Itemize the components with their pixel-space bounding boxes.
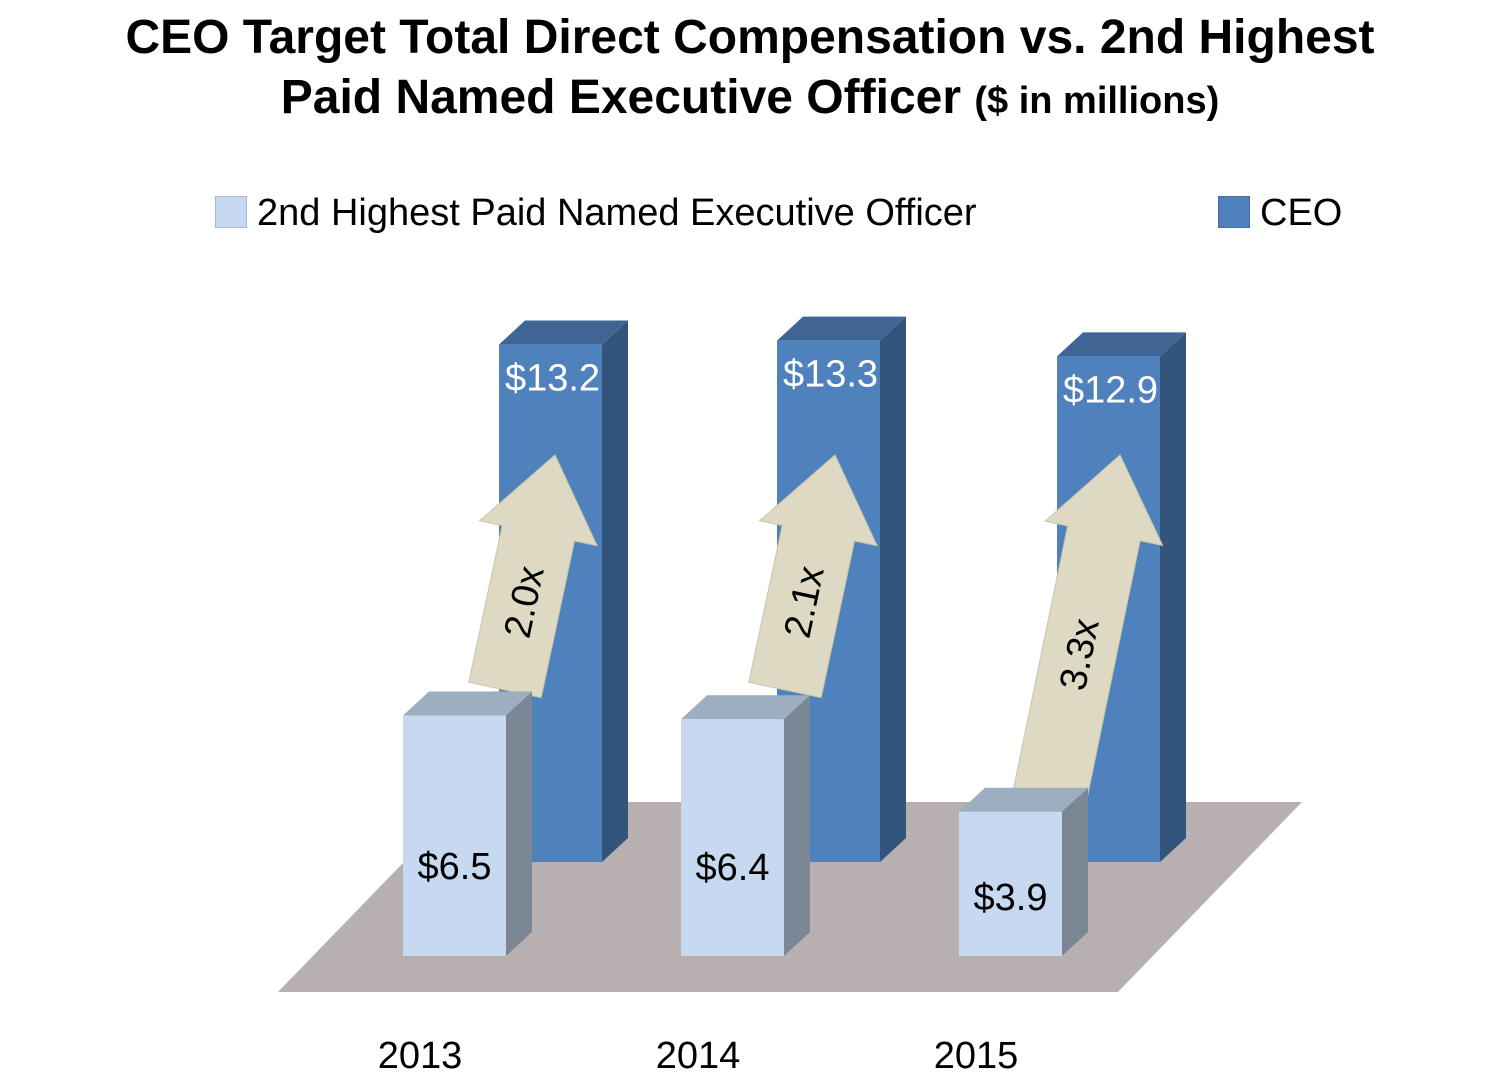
ceo-bar-2014-top bbox=[777, 316, 906, 341]
neo-bar-2014-front bbox=[681, 719, 784, 956]
ceo-value-label: $13.3 bbox=[783, 354, 878, 396]
ceo-bar-2013-side bbox=[602, 320, 628, 862]
ceo-bar-2013-top bbox=[499, 320, 628, 345]
neo-bar-2013-side bbox=[506, 691, 532, 956]
legend-swatch-ceo bbox=[1218, 196, 1250, 228]
chart-title: CEO Target Total Direct Compensation vs.… bbox=[0, 8, 1500, 131]
legend-label-ceo: CEO bbox=[1260, 192, 1343, 234]
ratio-arrow-2015: 3.3x bbox=[1013, 454, 1164, 804]
neo-bar-2013-top bbox=[403, 691, 532, 716]
legend-item-nео: 2nd Highest Paid Named Executive Officer bbox=[215, 188, 977, 238]
legend: 2nd Highest Paid Named Executive Officer… bbox=[0, 188, 1500, 238]
x-tick-label-2014: 2014 bbox=[656, 1035, 741, 1077]
legend-swatch-second-highest bbox=[215, 196, 247, 228]
chart-title-main-line2: Paid Named Executive Officer bbox=[280, 71, 962, 124]
ratio-arrow-2013: 2.0x bbox=[468, 454, 598, 699]
neo-value-label: $6.5 bbox=[418, 846, 492, 888]
ratio-arrow-2014: 2.1x bbox=[748, 454, 878, 699]
ceo-bar-2015-side bbox=[1160, 332, 1186, 862]
ceo-value-label: $13.2 bbox=[505, 358, 600, 400]
chart-title-unit: ($ in millions) bbox=[974, 80, 1220, 122]
ceo-value-label: $12.9 bbox=[1063, 369, 1158, 411]
ratio-arrow-shape bbox=[748, 454, 878, 699]
legend-item-ceo: CEO bbox=[1218, 188, 1342, 238]
x-tick-label-2013: 2013 bbox=[378, 1035, 463, 1077]
legend-label-second-highest: 2nd Highest Paid Named Executive Officer bbox=[257, 192, 977, 234]
neo-bar-2015-side bbox=[1062, 787, 1088, 956]
neo-bar-2015 bbox=[959, 787, 1088, 956]
neo-bar-2013 bbox=[403, 691, 532, 956]
x-tick-label-2015: 2015 bbox=[934, 1035, 1019, 1077]
neo-value-label: $6.4 bbox=[696, 847, 770, 889]
neo-bar-2013-front bbox=[403, 715, 506, 956]
neo-bar-2014-side bbox=[784, 695, 810, 956]
chart-title-main-line1: CEO Target Total Direct Compensation vs.… bbox=[125, 11, 1375, 64]
neo-bar-2015-front bbox=[959, 811, 1062, 956]
neo-value-label: $3.9 bbox=[974, 877, 1048, 919]
neo-bar-2014 bbox=[681, 695, 810, 956]
ratio-arrow-shape bbox=[1013, 454, 1164, 804]
neo-bar-2014-top bbox=[681, 695, 810, 720]
neo-bar-2015-top bbox=[959, 787, 1088, 812]
ratio-arrow-shape bbox=[468, 454, 598, 699]
ceo-bar-2015-top bbox=[1057, 332, 1186, 357]
ceo-bar-2014-side bbox=[880, 316, 906, 862]
